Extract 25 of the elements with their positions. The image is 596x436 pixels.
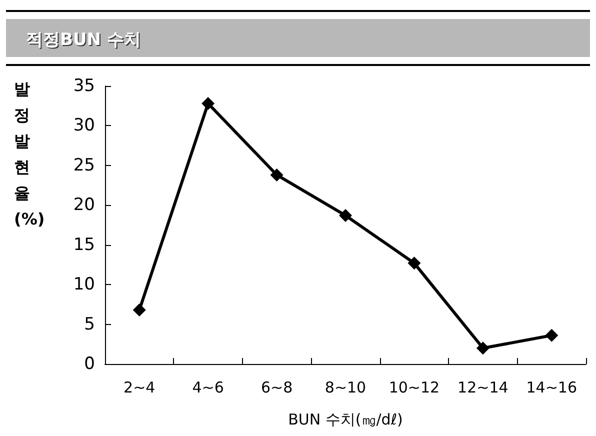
- x-axis-title: BUN 수치(㎎/dℓ): [288, 410, 403, 428]
- y-tick-label: 35: [73, 76, 95, 96]
- x-tick-label: 14~16: [526, 378, 578, 396]
- x-tick-label: 2~4: [124, 378, 156, 396]
- point: [270, 168, 284, 182]
- point: [408, 256, 421, 270]
- y-tick-label: 25: [73, 155, 95, 176]
- point: [476, 342, 490, 355]
- x-tick-label: 6~8: [260, 378, 293, 396]
- y-tick-label: 0: [84, 354, 95, 374]
- y-axis-title: 발정발현율(%): [14, 80, 45, 228]
- y-tick-label: 15: [73, 234, 95, 255]
- point: [132, 303, 146, 316]
- x-tick-label: 12~14: [458, 378, 508, 396]
- point: [339, 208, 352, 222]
- y-tick-label: 10: [73, 274, 95, 295]
- point: [202, 96, 215, 110]
- x-tick-label: 4~6: [192, 378, 224, 396]
- y-tick-label: 20: [73, 195, 95, 216]
- y-tick-label: 5: [84, 314, 95, 334]
- chart-title: 적정BUN 수치: [26, 29, 141, 51]
- x-tick-label: 10~12: [388, 378, 440, 396]
- y-tick-label: 30: [73, 116, 95, 136]
- point: [545, 328, 558, 342]
- x-tick-label: 8~10: [324, 378, 366, 396]
